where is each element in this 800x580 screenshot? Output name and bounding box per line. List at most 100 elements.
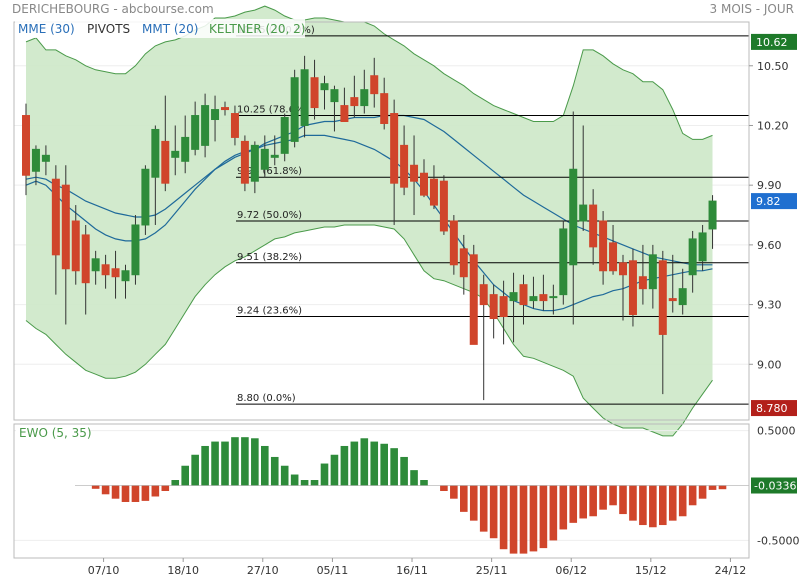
- candle: [429, 165, 438, 210]
- ewo-bar: [589, 485, 597, 517]
- candle: [31, 145, 40, 186]
- candle: [589, 189, 598, 265]
- candle: [51, 165, 60, 295]
- candle-body: [638, 276, 647, 290]
- candle: [121, 264, 130, 299]
- candle: [390, 99, 399, 225]
- candle: [688, 230, 697, 293]
- candle-body: [390, 113, 399, 184]
- ewo-panel-frame: [13, 423, 750, 559]
- candle: [708, 195, 717, 249]
- candle: [161, 95, 170, 192]
- ewo-bar: [420, 480, 428, 486]
- candle-body: [300, 69, 309, 126]
- candle-body: [250, 144, 259, 182]
- candle: [469, 244, 478, 345]
- candle: [529, 276, 538, 309]
- x-tick-label: 06/12: [555, 564, 587, 577]
- legend-background: [15, 19, 305, 38]
- candle: [658, 250, 667, 395]
- candle: [459, 234, 468, 295]
- ewo-bar: [280, 465, 289, 486]
- candle: [280, 113, 289, 162]
- candle: [678, 268, 687, 315]
- candle-body: [370, 75, 379, 95]
- candle-body: [499, 296, 508, 318]
- ewo-bar: [330, 454, 339, 486]
- candle-body: [429, 178, 438, 206]
- candle: [509, 272, 518, 343]
- candle: [131, 215, 140, 285]
- moving-average-layer: [25, 114, 713, 312]
- ewo-bar: [649, 485, 657, 528]
- price-tag-high-label: 10.62: [756, 36, 788, 49]
- ewo-bar: [400, 456, 408, 486]
- indicator-legend: MME (30) PIVOTS MMT (20) KELTNER (20, 2): [15, 19, 305, 38]
- ewo-bar: [569, 485, 578, 523]
- fib-level-label: 9.51 (38.2%): [237, 252, 302, 263]
- ewo-bar: [171, 480, 180, 486]
- candle-body: [469, 254, 478, 345]
- candle-body: [320, 83, 329, 91]
- candle-body: [111, 268, 120, 278]
- candle-body: [121, 270, 130, 282]
- candle-body: [609, 242, 618, 272]
- fibonacci-levels: 10.65 (100.0%)10.25 (78.6%)9.94 (61.8%)9…: [236, 25, 749, 405]
- candle-body: [280, 117, 289, 154]
- candle: [111, 250, 120, 299]
- candle: [499, 280, 508, 345]
- candle: [91, 250, 100, 285]
- x-tick-label: 24/12: [715, 564, 747, 577]
- ewo-bar: [629, 485, 637, 521]
- ewo-bar: [639, 485, 647, 526]
- x-tick-label: 16/11: [396, 564, 428, 577]
- legend-mme-30: MME (30): [18, 22, 75, 36]
- candle: [489, 284, 498, 339]
- candle: [599, 211, 608, 285]
- candle-body: [310, 77, 319, 109]
- candle-body: [131, 224, 140, 276]
- fib-level-label: 9.24 (23.6%): [237, 306, 302, 317]
- price-tag-last: [751, 193, 797, 210]
- ewo-bar: [410, 470, 418, 486]
- candle-body: [101, 264, 110, 276]
- candle-body: [549, 296, 558, 299]
- candle-body: [400, 144, 409, 188]
- candle-body: [619, 262, 627, 276]
- candle-body: [698, 232, 707, 262]
- ewo-last-value-label: -0.0336: [754, 480, 796, 493]
- ewo-panel-gridlines: [14, 430, 749, 541]
- ewo-bar: [181, 465, 189, 486]
- ewo-title: EWO (5, 35): [19, 426, 92, 440]
- candle-body: [688, 238, 697, 276]
- candle-body: [151, 128, 160, 178]
- ewo-bar: [460, 485, 468, 512]
- legend-pivots: PIVOTS: [87, 22, 130, 36]
- ewo-bar: [659, 485, 667, 526]
- x-tick-label: 05/11: [317, 564, 349, 577]
- ewo-bar: [300, 480, 309, 486]
- candle-body: [71, 220, 80, 272]
- mme-30-line: [25, 114, 713, 266]
- ewo-bar: [668, 485, 677, 521]
- candle: [240, 135, 249, 192]
- ewo-bar: [599, 485, 607, 510]
- candle: [201, 93, 210, 158]
- candle-body: [61, 184, 70, 270]
- candle-body: [380, 93, 389, 124]
- candle-body: [91, 258, 100, 272]
- y-tick-label: 9.00: [757, 358, 782, 371]
- candle: [579, 125, 588, 231]
- candle-body: [201, 105, 210, 146]
- candle: [559, 221, 568, 305]
- candle: [310, 59, 319, 120]
- ewo-bar: [469, 485, 478, 521]
- candle-body: [420, 172, 428, 196]
- candle-body: [410, 164, 419, 182]
- candle-body: [708, 200, 717, 230]
- candle: [101, 254, 110, 289]
- mmt-20-line: [25, 134, 713, 312]
- candle-body: [191, 115, 200, 150]
- y-tick-label: 10.50: [757, 60, 789, 73]
